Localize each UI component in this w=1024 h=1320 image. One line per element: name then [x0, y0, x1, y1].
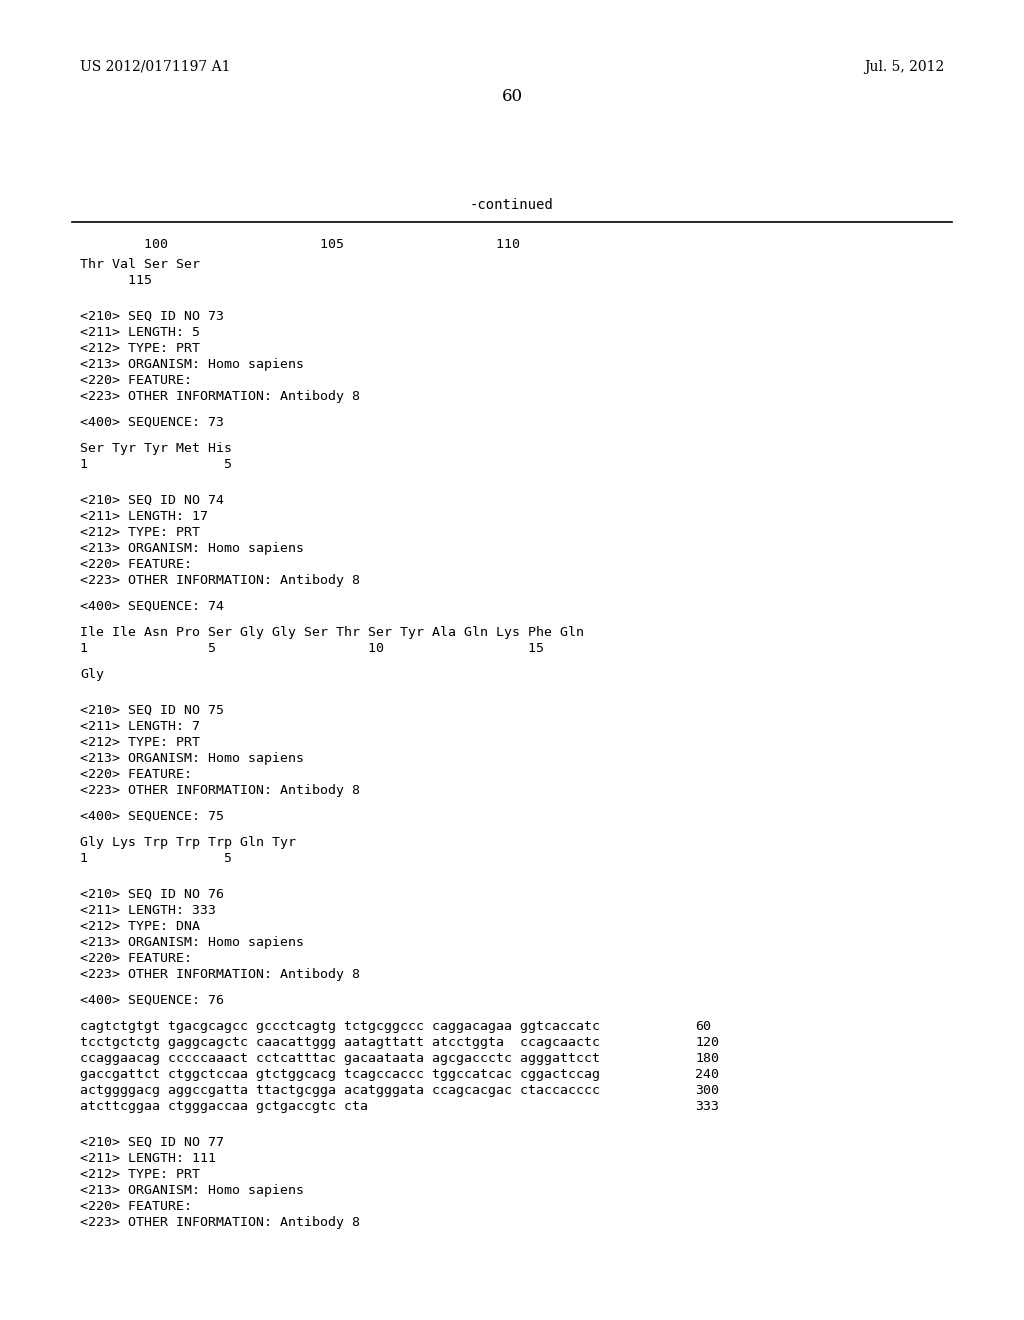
Text: 1                 5: 1 5 — [80, 851, 232, 865]
Text: <400> SEQUENCE: 76: <400> SEQUENCE: 76 — [80, 994, 224, 1007]
Text: <223> OTHER INFORMATION: Antibody 8: <223> OTHER INFORMATION: Antibody 8 — [80, 784, 360, 797]
Text: <212> TYPE: PRT: <212> TYPE: PRT — [80, 1168, 200, 1181]
Text: tcctgctctg gaggcagctc caacattggg aatagttatt atcctggta  ccagcaactc: tcctgctctg gaggcagctc caacattggg aatagtt… — [80, 1036, 600, 1049]
Text: 240: 240 — [695, 1068, 719, 1081]
Text: cagtctgtgt tgacgcagcc gccctcagtg tctgcggccc caggacagaa ggtcaccatc: cagtctgtgt tgacgcagcc gccctcagtg tctgcgg… — [80, 1020, 600, 1034]
Text: <220> FEATURE:: <220> FEATURE: — [80, 558, 193, 572]
Text: 60: 60 — [502, 88, 522, 106]
Text: US 2012/0171197 A1: US 2012/0171197 A1 — [80, 59, 230, 74]
Text: <400> SEQUENCE: 73: <400> SEQUENCE: 73 — [80, 416, 224, 429]
Text: <213> ORGANISM: Homo sapiens: <213> ORGANISM: Homo sapiens — [80, 1184, 304, 1197]
Text: <213> ORGANISM: Homo sapiens: <213> ORGANISM: Homo sapiens — [80, 543, 304, 554]
Text: ccaggaacag cccccaaact cctcatttac gacaataata agcgaccctc agggattcct: ccaggaacag cccccaaact cctcatttac gacaata… — [80, 1052, 600, 1065]
Text: <223> OTHER INFORMATION: Antibody 8: <223> OTHER INFORMATION: Antibody 8 — [80, 1216, 360, 1229]
Text: <210> SEQ ID NO 77: <210> SEQ ID NO 77 — [80, 1137, 224, 1148]
Text: <212> TYPE: PRT: <212> TYPE: PRT — [80, 737, 200, 748]
Text: 1               5                   10                  15: 1 5 10 15 — [80, 642, 544, 655]
Text: <223> OTHER INFORMATION: Antibody 8: <223> OTHER INFORMATION: Antibody 8 — [80, 574, 360, 587]
Text: 300: 300 — [695, 1084, 719, 1097]
Text: -continued: -continued — [470, 198, 554, 213]
Text: <213> ORGANISM: Homo sapiens: <213> ORGANISM: Homo sapiens — [80, 752, 304, 766]
Text: atcttcggaa ctgggaccaa gctgaccgtc cta: atcttcggaa ctgggaccaa gctgaccgtc cta — [80, 1100, 368, 1113]
Text: <210> SEQ ID NO 73: <210> SEQ ID NO 73 — [80, 310, 224, 323]
Text: <212> TYPE: PRT: <212> TYPE: PRT — [80, 342, 200, 355]
Text: <211> LENGTH: 111: <211> LENGTH: 111 — [80, 1152, 216, 1166]
Text: 1                 5: 1 5 — [80, 458, 232, 471]
Text: <223> OTHER INFORMATION: Antibody 8: <223> OTHER INFORMATION: Antibody 8 — [80, 389, 360, 403]
Text: <211> LENGTH: 333: <211> LENGTH: 333 — [80, 904, 216, 917]
Text: 60: 60 — [695, 1020, 711, 1034]
Text: <210> SEQ ID NO 74: <210> SEQ ID NO 74 — [80, 494, 224, 507]
Text: <223> OTHER INFORMATION: Antibody 8: <223> OTHER INFORMATION: Antibody 8 — [80, 968, 360, 981]
Text: <212> TYPE: DNA: <212> TYPE: DNA — [80, 920, 200, 933]
Text: <220> FEATURE:: <220> FEATURE: — [80, 768, 193, 781]
Text: <400> SEQUENCE: 75: <400> SEQUENCE: 75 — [80, 810, 224, 822]
Text: Jul. 5, 2012: Jul. 5, 2012 — [864, 59, 944, 74]
Text: <210> SEQ ID NO 75: <210> SEQ ID NO 75 — [80, 704, 224, 717]
Text: 115: 115 — [80, 275, 152, 286]
Text: <220> FEATURE:: <220> FEATURE: — [80, 374, 193, 387]
Text: actggggacg aggccgatta ttactgcgga acatgggata ccagcacgac ctaccacccc: actggggacg aggccgatta ttactgcgga acatggg… — [80, 1084, 600, 1097]
Text: 180: 180 — [695, 1052, 719, 1065]
Text: 100                   105                   110: 100 105 110 — [80, 238, 520, 251]
Text: 120: 120 — [695, 1036, 719, 1049]
Text: <213> ORGANISM: Homo sapiens: <213> ORGANISM: Homo sapiens — [80, 358, 304, 371]
Text: <400> SEQUENCE: 74: <400> SEQUENCE: 74 — [80, 601, 224, 612]
Text: <210> SEQ ID NO 76: <210> SEQ ID NO 76 — [80, 888, 224, 902]
Text: <212> TYPE: PRT: <212> TYPE: PRT — [80, 525, 200, 539]
Text: <220> FEATURE:: <220> FEATURE: — [80, 952, 193, 965]
Text: <220> FEATURE:: <220> FEATURE: — [80, 1200, 193, 1213]
Text: <211> LENGTH: 7: <211> LENGTH: 7 — [80, 719, 200, 733]
Text: 333: 333 — [695, 1100, 719, 1113]
Text: gaccgattct ctggctccaa gtctggcacg tcagccaccc tggccatcac cggactccag: gaccgattct ctggctccaa gtctggcacg tcagcca… — [80, 1068, 600, 1081]
Text: <211> LENGTH: 17: <211> LENGTH: 17 — [80, 510, 208, 523]
Text: Ser Tyr Tyr Met His: Ser Tyr Tyr Met His — [80, 442, 232, 455]
Text: <211> LENGTH: 5: <211> LENGTH: 5 — [80, 326, 200, 339]
Text: Gly Lys Trp Trp Trp Gln Tyr: Gly Lys Trp Trp Trp Gln Tyr — [80, 836, 296, 849]
Text: <213> ORGANISM: Homo sapiens: <213> ORGANISM: Homo sapiens — [80, 936, 304, 949]
Text: Gly: Gly — [80, 668, 104, 681]
Text: Ile Ile Asn Pro Ser Gly Gly Ser Thr Ser Tyr Ala Gln Lys Phe Gln: Ile Ile Asn Pro Ser Gly Gly Ser Thr Ser … — [80, 626, 584, 639]
Text: Thr Val Ser Ser: Thr Val Ser Ser — [80, 257, 200, 271]
